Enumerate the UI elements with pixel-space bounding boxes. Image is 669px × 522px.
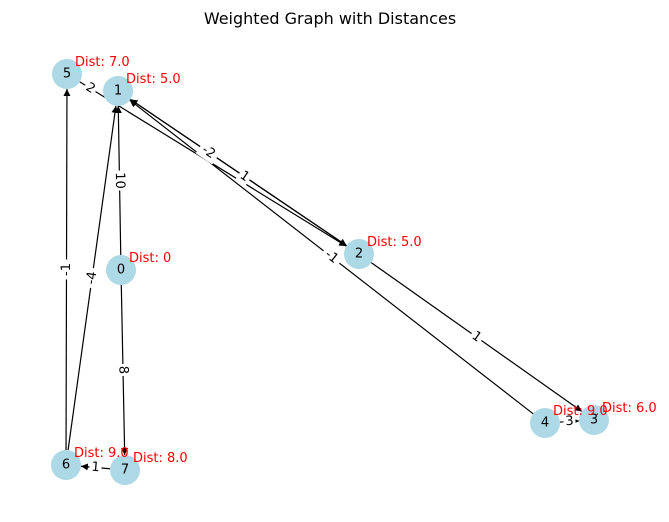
node-7 — [110, 455, 140, 485]
edge-weight-text: -1 — [59, 263, 74, 276]
edge-weight-text: 10 — [112, 172, 127, 189]
node-label-2: 2 — [355, 247, 363, 262]
node-6 — [51, 450, 81, 480]
edge-weight-text: -4 — [84, 271, 101, 286]
node-0 — [106, 255, 136, 285]
distance-label-0: Dist: 0 — [129, 251, 171, 266]
edge-weight-label-2-3: 1 — [466, 327, 487, 347]
node-label-7: 7 — [121, 463, 129, 478]
edge-weight-text: 8 — [115, 366, 130, 375]
node-label-5: 5 — [63, 67, 71, 82]
node-4 — [530, 408, 560, 438]
node-1 — [103, 76, 133, 106]
graph-title: Weighted Graph with Distances — [204, 9, 456, 28]
edge-weight-label-0-1: 10 — [111, 170, 128, 191]
edges-layer — [63, 81, 583, 471]
edge-weight-label-6-1: -4 — [82, 266, 102, 290]
node-5 — [52, 59, 82, 89]
edge-weight-label-2-1: -2 — [195, 139, 222, 165]
edge-weight-label-1-2: 1 — [235, 166, 254, 187]
edge-5-2 — [79, 81, 347, 247]
distance-label-7: Dist: 8.0 — [133, 451, 188, 466]
node-label-0: 0 — [117, 263, 125, 278]
node-label-1: 1 — [114, 84, 122, 99]
edge-weight-text: 3 — [565, 414, 574, 429]
node-label-3: 3 — [590, 413, 598, 428]
edge-weight-label-6-5: -1 — [58, 259, 75, 280]
edge-weight-label-4-1: -1 — [318, 244, 345, 270]
distance-label-6: Dist: 9.0 — [74, 446, 129, 461]
edge-weight-label-0-7: 8 — [114, 363, 132, 377]
edge-weight-label-7-6: 1 — [88, 459, 103, 476]
distance-label-4: Dist: 9.0 — [553, 404, 608, 419]
edge-2-1 — [130, 98, 347, 247]
node-label-6: 6 — [62, 458, 70, 473]
edge-weight-text: 1 — [91, 460, 101, 476]
node-label-4: 4 — [541, 416, 549, 431]
edge-weight-label-5-2: 2 — [81, 78, 100, 99]
node-3 — [579, 405, 609, 435]
node-2 — [344, 239, 374, 269]
distance-label-1: Dist: 5.0 — [126, 72, 181, 87]
edge-weight-label-4-3: 3 — [563, 413, 576, 430]
distance-label-5: Dist: 7.0 — [75, 55, 130, 70]
distance-label-2: Dist: 5.0 — [367, 235, 422, 250]
distance-label-3: Dist: 6.0 — [602, 401, 657, 416]
